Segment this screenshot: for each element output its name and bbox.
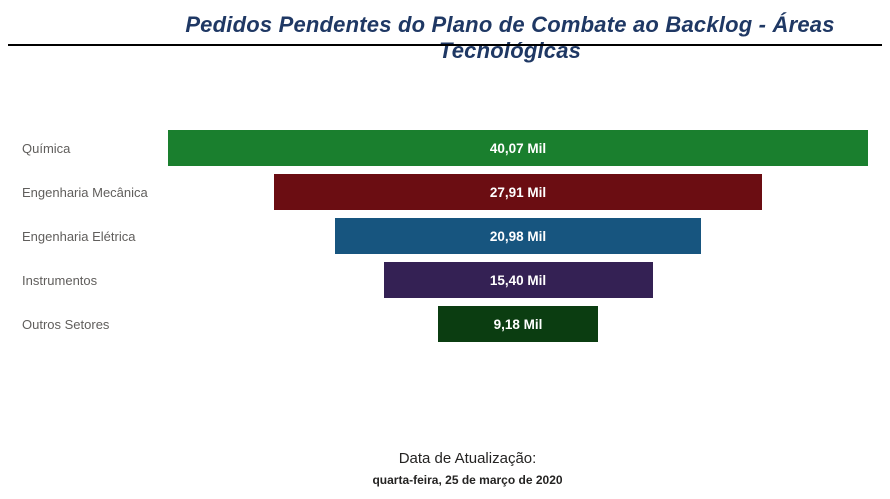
funnel-row: Engenharia Mecânica 27,91 Mil: [0, 174, 890, 210]
title-wrap: Pedidos Pendentes do Plano de Combate ao…: [0, 12, 890, 64]
funnel-chart: Química 40,07 Mil Engenharia Mecânica 27…: [0, 130, 890, 350]
funnel-row: Engenharia Elétrica 20,98 Mil: [0, 218, 890, 254]
bar-value-label: 9,18 Mil: [493, 316, 543, 332]
category-label: Química: [22, 140, 71, 156]
funnel-bar-engenharia-eletrica[interactable]: 20,98 Mil: [334, 218, 702, 254]
update-label: Data de Atualização:: [398, 450, 537, 467]
update-info: Data de Atualização: quarta-feira, 25 de…: [0, 450, 890, 487]
funnel-row: Instrumentos 15,40 Mil: [0, 262, 890, 298]
category-label: Outros Setores: [22, 316, 110, 332]
bar-area: 27,91 Mil: [168, 174, 868, 210]
bar-value-label: 20,98 Mil: [489, 228, 547, 244]
bar-value-label: 15,40 Mil: [489, 272, 547, 288]
title-divider: [8, 44, 882, 46]
bar-area: 20,98 Mil: [168, 218, 868, 254]
funnel-bar-instrumentos[interactable]: 15,40 Mil: [383, 262, 653, 298]
funnel-bar-quimica[interactable]: 40,07 Mil: [168, 130, 868, 166]
bar-value-label: 40,07 Mil: [489, 140, 547, 156]
funnel-row: Outros Setores 9,18 Mil: [0, 306, 890, 342]
funnel-row: Química 40,07 Mil: [0, 130, 890, 166]
category-label: Engenharia Mecânica: [22, 184, 148, 200]
update-date: quarta-feira, 25 de março de 2020: [372, 473, 563, 487]
category-label: Instrumentos: [22, 272, 98, 288]
page-title: Pedidos Pendentes do Plano de Combate ao…: [185, 12, 835, 63]
bar-area: 15,40 Mil: [168, 262, 868, 298]
funnel-bar-outros-setores[interactable]: 9,18 Mil: [437, 306, 599, 342]
category-label: Engenharia Elétrica: [22, 228, 136, 244]
funnel-bar-engenharia-mecanica[interactable]: 27,91 Mil: [274, 174, 762, 210]
bar-value-label: 27,91 Mil: [489, 184, 547, 200]
bar-area: 40,07 Mil: [168, 130, 868, 166]
bar-area: 9,18 Mil: [168, 306, 868, 342]
